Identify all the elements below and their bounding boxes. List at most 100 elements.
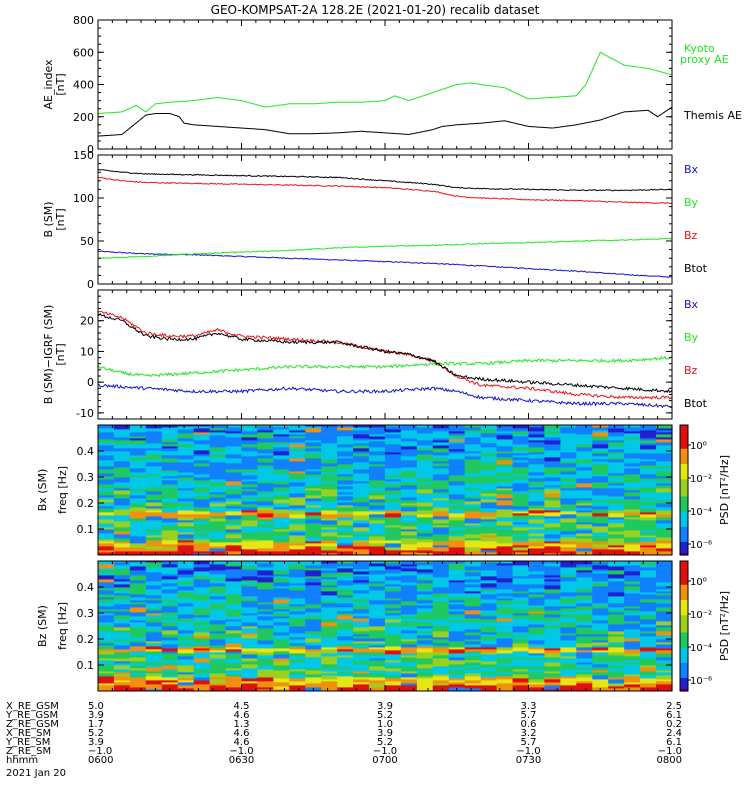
y-tick-label: 0.1	[77, 523, 95, 536]
psd-cell	[656, 619, 673, 622]
psd-cell	[640, 658, 657, 662]
psd-cell	[448, 653, 466, 656]
psd-cell	[576, 672, 593, 675]
psd-cell	[113, 500, 131, 504]
psd-cell	[225, 656, 243, 660]
psd-cell	[273, 574, 290, 577]
psd-cell	[416, 427, 434, 432]
psd-cell	[289, 583, 306, 586]
psd-cell	[480, 490, 498, 494]
psd-cell	[416, 520, 434, 524]
colorbar-label: PSD [nT²/Hz]	[718, 455, 731, 525]
psd-cell	[129, 602, 147, 605]
psd-cell	[656, 666, 673, 671]
psd-cell	[209, 645, 227, 649]
psd-cell	[225, 443, 243, 447]
psd-cell	[385, 510, 402, 514]
psd-cell	[193, 662, 211, 667]
psd-cell	[129, 572, 147, 576]
psd-cell	[385, 604, 402, 609]
psd-cell	[353, 565, 370, 570]
psd-cell	[624, 485, 641, 489]
colorbar-step	[680, 639, 688, 642]
colorbar-frame	[679, 560, 689, 692]
psd-cell	[528, 551, 545, 556]
psd-cell	[544, 530, 561, 533]
psd-cell	[193, 480, 211, 484]
psd-cell	[480, 479, 498, 484]
psd-cell	[656, 627, 673, 632]
psd-cell	[624, 509, 641, 513]
psd-cell	[416, 615, 434, 620]
psd-cell	[400, 507, 418, 512]
ephem-cell: −1.0	[229, 746, 253, 757]
psd-cell	[464, 685, 482, 689]
psd-cell	[464, 683, 482, 686]
psd-cell	[400, 608, 418, 613]
psd-cell	[177, 532, 195, 535]
psd-cell	[289, 567, 306, 570]
psd-cell	[385, 624, 402, 627]
psd-cell	[432, 621, 450, 626]
psd-cell	[241, 479, 258, 482]
psd-cell	[177, 444, 195, 448]
psd-cell	[592, 655, 609, 660]
psd-cell	[337, 687, 354, 692]
psd-cell	[512, 568, 530, 573]
psd-cell	[560, 633, 577, 636]
psd-cell	[416, 482, 434, 485]
legend-bz: Bz	[684, 364, 698, 377]
psd-cell	[624, 621, 641, 624]
psd-cell	[385, 454, 402, 457]
psd-cell	[656, 453, 673, 457]
psd-cell	[353, 645, 370, 649]
psd-cell	[464, 579, 482, 583]
psd-cell	[225, 680, 243, 684]
psd-cell	[608, 496, 625, 500]
psd-cell	[241, 611, 258, 614]
psd-cell	[145, 646, 163, 650]
psd-cell	[576, 677, 593, 682]
psd-cell	[512, 651, 530, 656]
psd-cell	[480, 640, 498, 645]
psd-cell	[400, 596, 418, 600]
psd-cell	[321, 601, 338, 604]
psd-cell	[225, 501, 243, 505]
psd-cell	[289, 598, 306, 603]
psd-cell	[576, 510, 593, 513]
psd-cell	[241, 566, 258, 570]
colorbar-step	[680, 494, 688, 498]
psd-cell	[640, 636, 657, 641]
psd-cell	[177, 621, 195, 626]
psd-cell	[161, 684, 179, 687]
psd-cell	[193, 652, 211, 655]
psd-cell	[273, 551, 290, 556]
psd-cell	[225, 653, 243, 657]
psd-cell	[608, 425, 625, 429]
psd-cell	[161, 609, 179, 613]
psd-cell	[129, 425, 147, 429]
psd-cell	[161, 658, 179, 661]
psd-cell	[353, 506, 370, 510]
psd-cell	[640, 584, 657, 587]
psd-cell	[113, 676, 131, 681]
psd-cell	[129, 562, 147, 565]
psd-cell	[289, 543, 306, 546]
psd-cell	[496, 647, 514, 651]
psd-cell	[305, 657, 322, 662]
psd-cell	[177, 425, 195, 427]
psd-cell	[129, 551, 147, 556]
psd-cell	[225, 431, 243, 434]
psd-cell	[369, 658, 386, 661]
psd-cell	[129, 661, 147, 664]
psd-cell	[640, 590, 657, 593]
psd-cell	[321, 644, 338, 648]
ephem-cell: −1.0	[88, 746, 112, 757]
psd-cell	[576, 606, 593, 611]
psd-cell	[161, 431, 179, 434]
psd-cell	[113, 604, 131, 608]
psd-cell	[432, 438, 450, 441]
psd-cell	[225, 649, 243, 652]
psd-cell	[257, 507, 274, 511]
psd-cell	[448, 593, 466, 598]
